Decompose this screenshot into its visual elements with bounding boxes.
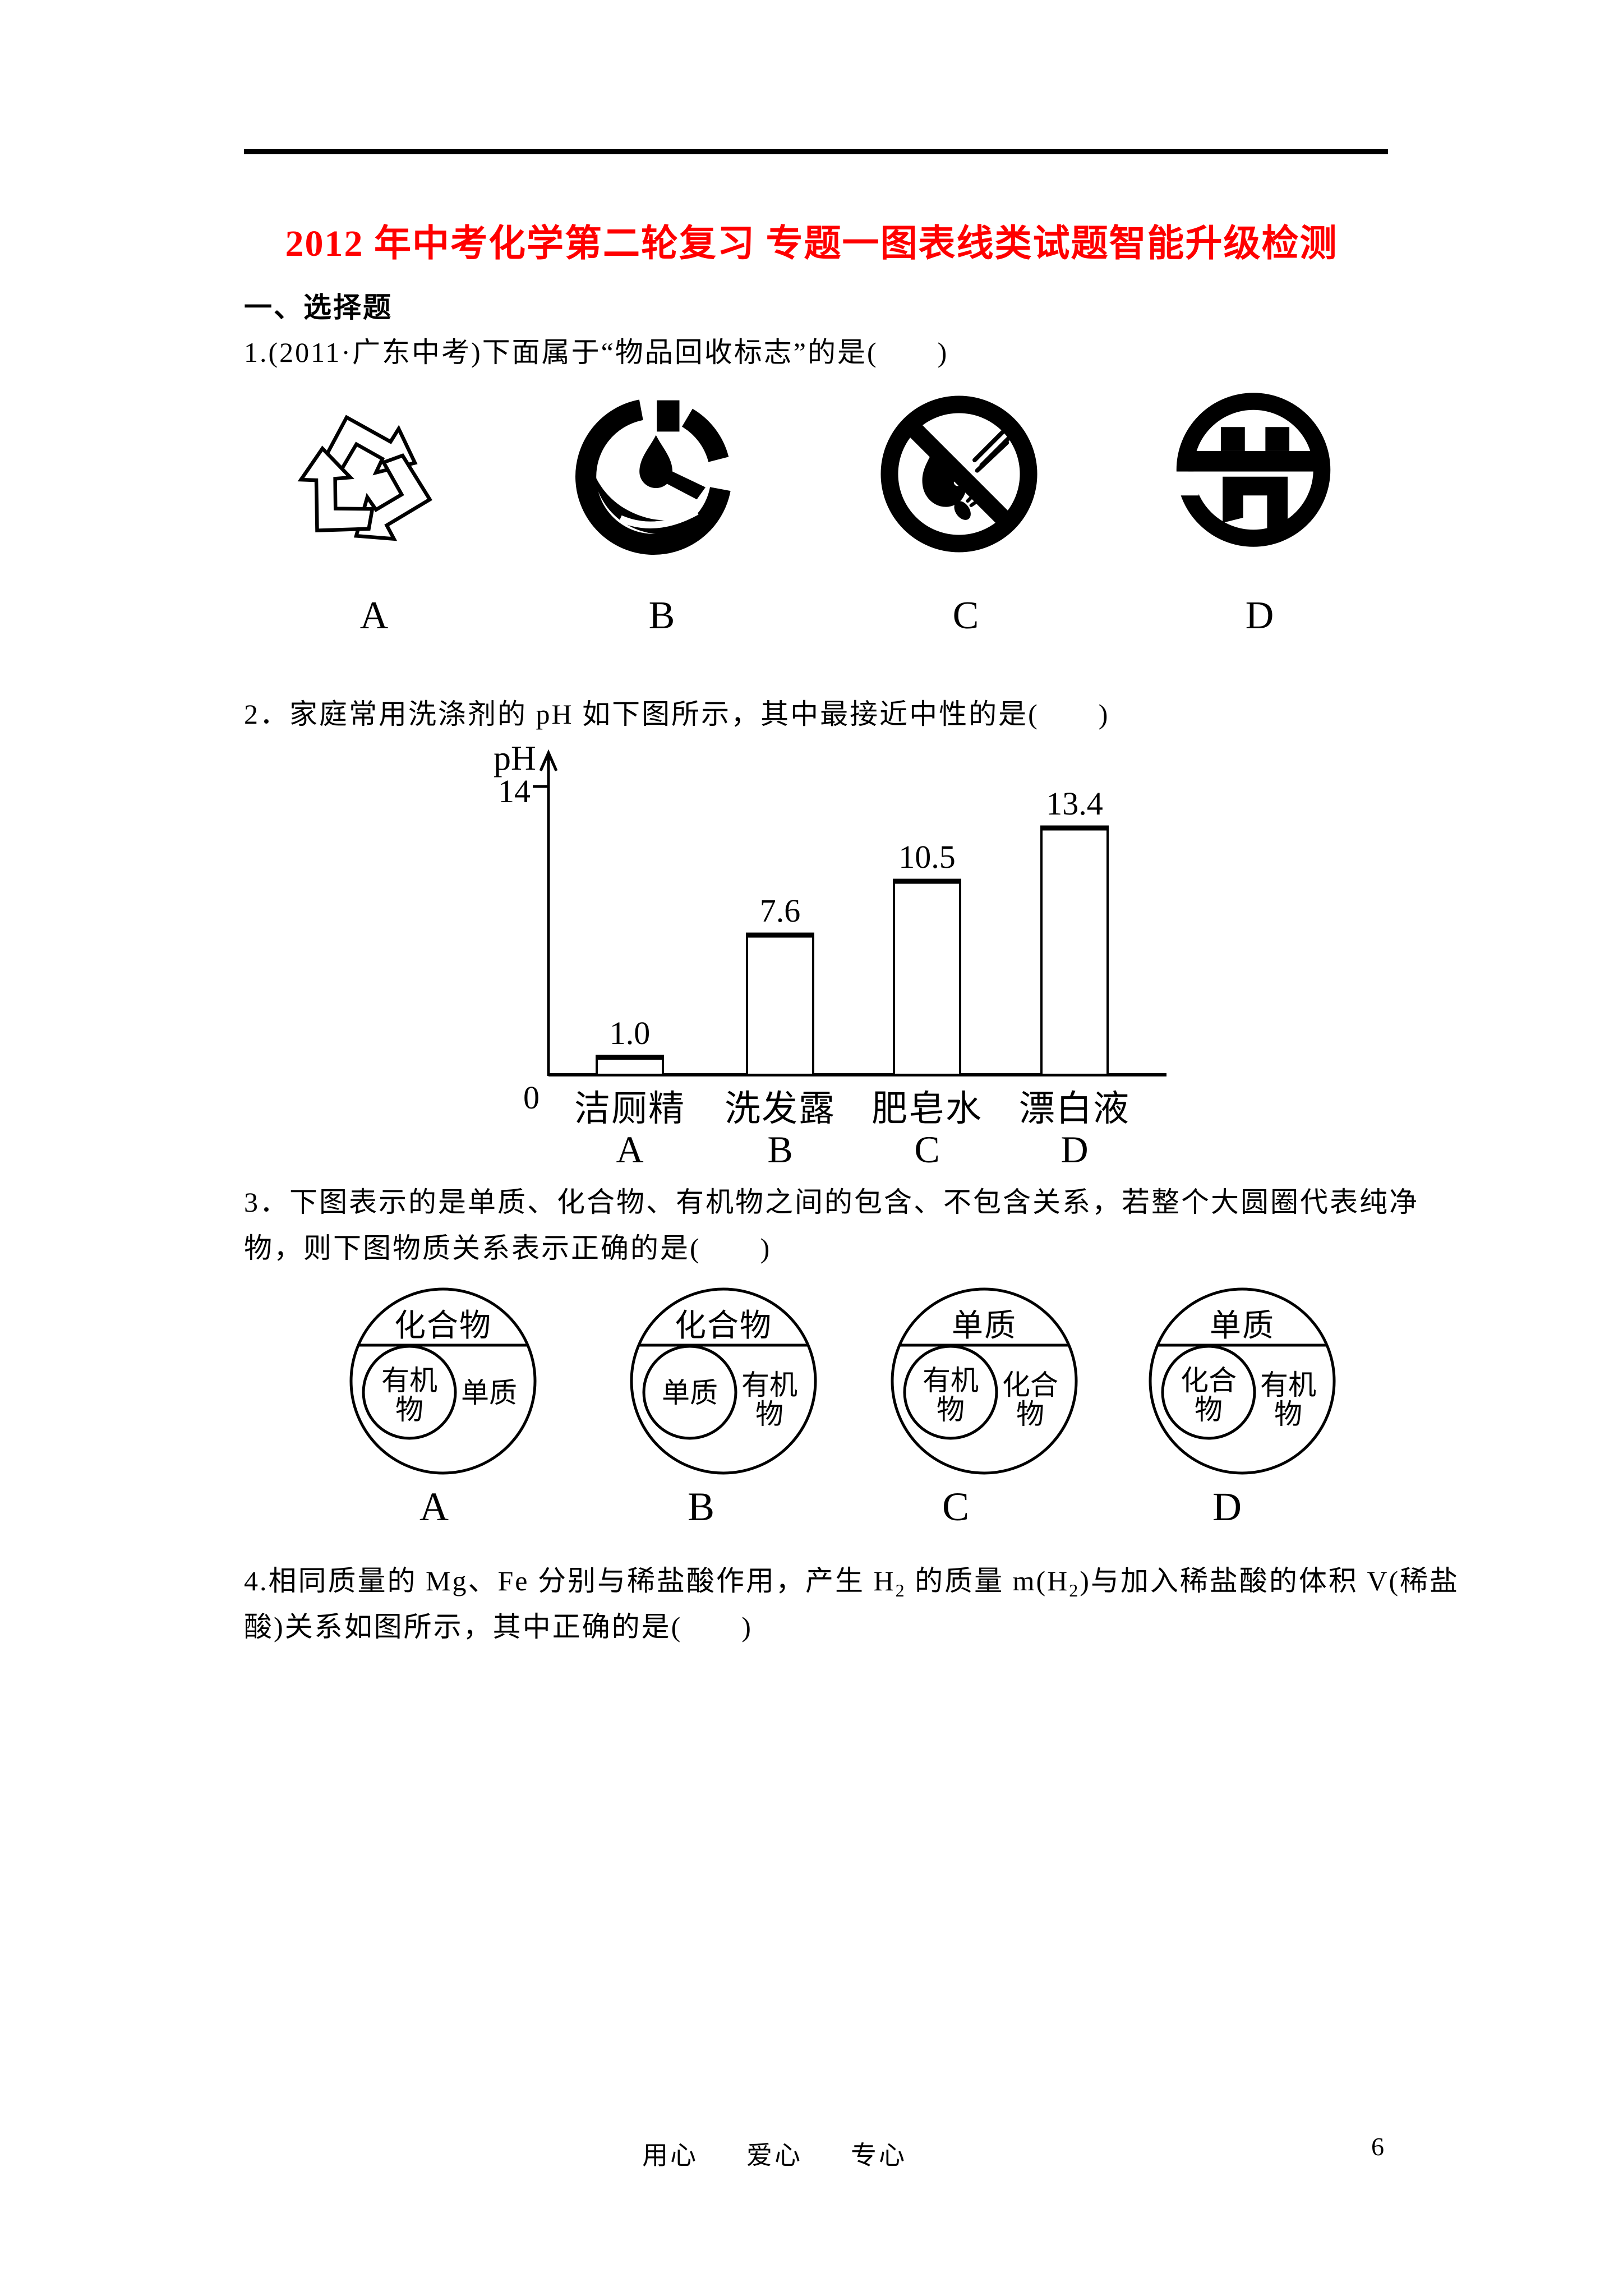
venn-option-letter-a: A xyxy=(419,1484,449,1529)
q1-option-letter-b: B xyxy=(648,594,675,637)
bar-value-label: 7.6 xyxy=(760,892,801,929)
page-footer: 用心 爱心 专心 xyxy=(642,2135,955,2172)
y-axis-title: pH xyxy=(494,739,536,777)
venn-top-label: 化合物 xyxy=(675,1309,772,1343)
venn-right-label: 物 xyxy=(1274,1398,1302,1430)
y-tick-label-0: 0 xyxy=(523,1079,540,1116)
chart-option-letter-a: A xyxy=(616,1128,643,1171)
y-axis-arrow-icon xyxy=(539,749,558,772)
venn-top-label: 单质 xyxy=(952,1309,1017,1343)
energy-saving-symbol-icon xyxy=(1173,393,1331,547)
page-number: 6 xyxy=(1371,2132,1384,2161)
question-4-text-line2: 酸)关系如图所示，其中正确的是( ) xyxy=(244,1611,753,1642)
x-category-label: 肥皂水 xyxy=(872,1089,983,1129)
water-saving-symbol-icon xyxy=(575,399,731,555)
footer-word: 爱心 xyxy=(746,2141,803,2170)
bar-value-label: 1.0 xyxy=(610,1015,651,1051)
footer-word: 专心 xyxy=(851,2141,907,2170)
venn-inner-label: 物 xyxy=(1195,1394,1223,1425)
venn-top-label: 化合物 xyxy=(394,1309,492,1343)
venn-right-label: 物 xyxy=(1016,1398,1044,1430)
venn-inner-label: 有机 xyxy=(923,1365,979,1396)
question-1-text: 1.(2011·广东中考)下面属于“物品回收标志”的是( ) xyxy=(244,337,949,368)
q1-option-letter-c: C xyxy=(952,594,979,637)
venn-diagram-b: 化合物 单质 有机 物 xyxy=(630,1287,817,1475)
venn-right-label: 有机 xyxy=(1260,1369,1316,1401)
bar-value-label: 10.5 xyxy=(898,839,956,875)
x-category-label: 洁厕精 xyxy=(574,1089,685,1129)
q4-seg3: )与加入稀盐酸的体积 V(稀盐 xyxy=(1080,1565,1460,1596)
bar-value-label: 13.4 xyxy=(1046,785,1103,822)
venn-diagram-d: 单质 化合 物 有机 物 xyxy=(1149,1287,1336,1475)
q4-subscript: 2 xyxy=(1069,1580,1080,1600)
question-3-text-line1: 3．下图表示的是单质、化合物、有机物之间的包含、不包含关系，若整个大圆圈代表纯净 xyxy=(244,1186,1419,1218)
section-heading: 一、选择题 xyxy=(244,292,393,323)
venn-right-label: 单质 xyxy=(461,1377,517,1409)
q4-subscript: 2 xyxy=(895,1580,906,1600)
chart-option-letter-d: D xyxy=(1061,1128,1088,1171)
ph-bar-chart: pH 14 0 1.0 7.6 10.5 13.4 洁厕精 洗发露 肥皂水 漂白… xyxy=(494,739,1166,1171)
bar-feizaoshui xyxy=(893,879,961,1076)
q4-seg2: 的质量 m(H xyxy=(906,1565,1069,1596)
question-2-text: 2．家庭常用洗涤剂的 pH 如下图所示，其中最接近中性的是( ) xyxy=(244,698,1110,730)
venn-inner-label: 物 xyxy=(937,1394,965,1425)
recycling-symbol-icon xyxy=(283,393,446,572)
q1-option-letter-d: D xyxy=(1245,594,1274,637)
y-tick-label-14: 14 xyxy=(498,773,531,809)
venn-inner-label: 单质 xyxy=(662,1377,718,1409)
top-rule xyxy=(244,149,1388,154)
venn-right-label: 物 xyxy=(755,1398,783,1430)
venn-inner-label: 化合 xyxy=(1181,1365,1237,1396)
venn-option-letter-d: D xyxy=(1212,1484,1242,1529)
venn-option-letter-c: C xyxy=(942,1484,970,1529)
question-3-text-line2: 物，则下图物质关系表示正确的是( ) xyxy=(244,1232,772,1264)
venn-diagram-a: 化合物 有机 物 单质 xyxy=(349,1287,537,1475)
venn-top-label: 单质 xyxy=(1210,1309,1275,1343)
chart-option-letter-c: C xyxy=(914,1128,939,1171)
q1-option-letter-a: A xyxy=(359,594,389,637)
venn-inner-label: 物 xyxy=(395,1394,423,1425)
x-category-label: 洗发露 xyxy=(725,1089,836,1129)
venn-option-letter-b: B xyxy=(687,1484,715,1529)
chart-option-letter-b: B xyxy=(767,1128,792,1171)
venn-right-label: 有机 xyxy=(741,1369,797,1401)
page-title: 2012 年中考化学第二轮复习 专题一图表线类试题智能升级检测 xyxy=(285,223,1338,264)
venn-inner-label: 有机 xyxy=(381,1365,437,1396)
q4-seg1: 4.相同质量的 Mg、Fe 分别与稀盐酸作用，产生 H xyxy=(244,1565,896,1596)
bar-xifalu xyxy=(746,933,814,1076)
venn-diagram-c: 单质 有机 物 化合 物 xyxy=(891,1287,1078,1475)
no-open-flame-symbol-icon xyxy=(880,395,1038,553)
bar-piaobaiye xyxy=(1040,826,1109,1076)
question-4-text-line1: 4.相同质量的 Mg、Fe 分别与稀盐酸作用，产生 H2 的质量 m(H2)与加… xyxy=(244,1558,1459,1599)
venn-right-label: 化合 xyxy=(1002,1369,1058,1401)
x-category-label: 漂白液 xyxy=(1019,1089,1130,1129)
footer-word: 用心 xyxy=(642,2141,698,2170)
